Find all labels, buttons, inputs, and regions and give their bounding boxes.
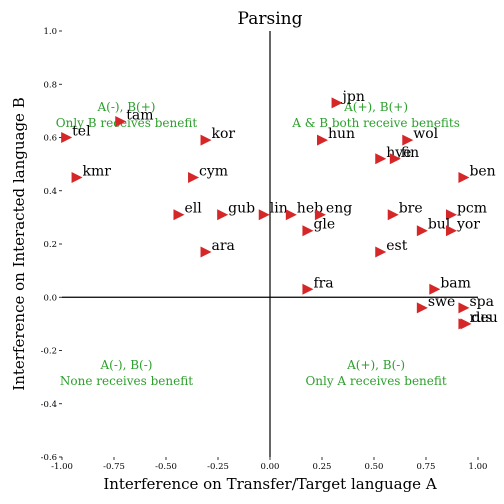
y-tick-label: 0.6 [43,134,57,144]
y-tick-label: 0.0 [43,293,57,303]
point-label: ben [469,163,495,179]
x-tick-label: -1.00 [51,462,73,472]
point-marker [416,302,428,314]
point-marker [429,283,441,295]
x-tick-label: -0.50 [155,462,177,472]
point-label: eng [326,201,352,217]
y-axis-ticks: -0.6 -0.4 -0.2 0.0 0.2 0.4 0.6 0.8 1.0 [41,27,62,463]
chart-title: Parsing [238,9,303,29]
quadrant-label-line1: A(-), B(-) [100,358,153,372]
point-marker [458,302,470,314]
x-axis-ticks: -1.00 -0.75 -0.50 -0.25 0.00 0.25 0.50 0.75 1.00 [51,457,487,472]
point-marker [217,209,229,221]
point-marker [387,209,399,221]
point-label: bul [428,217,451,233]
point-marker [460,318,472,330]
x-tick-label: 0.50 [365,462,384,472]
quadrant-label-line1: A(+), B(-) [346,358,405,372]
x-tick-label: -0.75 [103,462,125,472]
point-label: rus [469,310,492,326]
x-tick-label: 0.25 [313,462,332,472]
point-marker [285,209,297,221]
point-marker [445,209,457,221]
quadrant-label-line2: Only B receives benefit [56,116,198,130]
quadrant-label-line1: A(-), B(+) [97,100,156,114]
x-tick-label: 0.00 [261,462,280,472]
quadrant-label-line1: A(+), B(+) [343,100,408,114]
y-tick-label: -0.4 [41,400,57,410]
point-marker [331,97,343,109]
point-label: swe [428,294,455,310]
point-label: jpn [341,89,365,105]
x-tick-label: -0.25 [207,462,229,472]
point-label: fra [313,275,333,291]
point-marker [71,171,83,183]
x-axis-label: Interference on Transfer/Target language… [103,475,437,493]
point-marker [445,225,457,237]
quadrant-label-line2: A & B both receive benefits [291,116,460,130]
point-label: tam [126,108,153,124]
point-label: kor [212,126,236,142]
point-label: gle [313,217,335,233]
point-marker [402,134,414,146]
point-marker [258,209,270,221]
y-tick-label: 0.2 [43,240,57,250]
point-marker [61,132,73,143]
quadrant-annotations: A(-), B(+) Only B receives benefit A(+), B… [56,100,460,388]
y-tick-label: 0.4 [43,187,57,197]
point-label: yor [456,217,480,233]
point-marker [416,225,428,237]
point-label: pcm [457,201,487,217]
y-tick-label: 1.0 [43,27,57,37]
point-label: bre [399,201,423,217]
x-tick-label: 0.75 [417,462,436,472]
quadrant-label-line2: None receives benefit [60,374,193,388]
point-label: bam [440,275,471,291]
y-tick-label: -0.2 [41,347,57,357]
point-label: cym [199,163,228,179]
point-marker [317,134,328,146]
x-tick-label: 1.00 [469,462,488,472]
point-marker [200,246,212,258]
point-label: gub [228,201,255,217]
y-tick-label: 0.8 [43,80,57,90]
point-label: est [386,238,407,254]
point-label: spa [469,294,494,310]
point-label: tel [72,124,91,140]
zero-axis-lines [62,31,478,457]
point-marker [375,246,387,258]
point-label: fin [401,145,419,161]
y-tick-label: -0.6 [41,453,57,463]
point-label: hun [328,126,355,142]
point-label: ell [184,201,202,217]
point-marker [302,225,314,237]
point-label: wol [413,126,438,142]
point-marker [200,134,212,146]
point-label: deu [472,310,498,326]
point-marker [375,153,387,165]
point-marker [115,116,127,128]
point-marker [302,283,314,295]
point-marker [188,171,200,183]
point-label: lin [270,201,288,217]
point-label: ara [212,238,235,254]
y-axis-label: Interference on Interacted language B [10,97,28,390]
point-marker [314,209,326,221]
point-label: kmr [83,163,112,179]
point-marker [173,209,185,221]
point-marker [389,153,401,165]
point-marker [458,171,470,183]
quadrant-label-line2: Only A receives benefit [305,374,446,388]
